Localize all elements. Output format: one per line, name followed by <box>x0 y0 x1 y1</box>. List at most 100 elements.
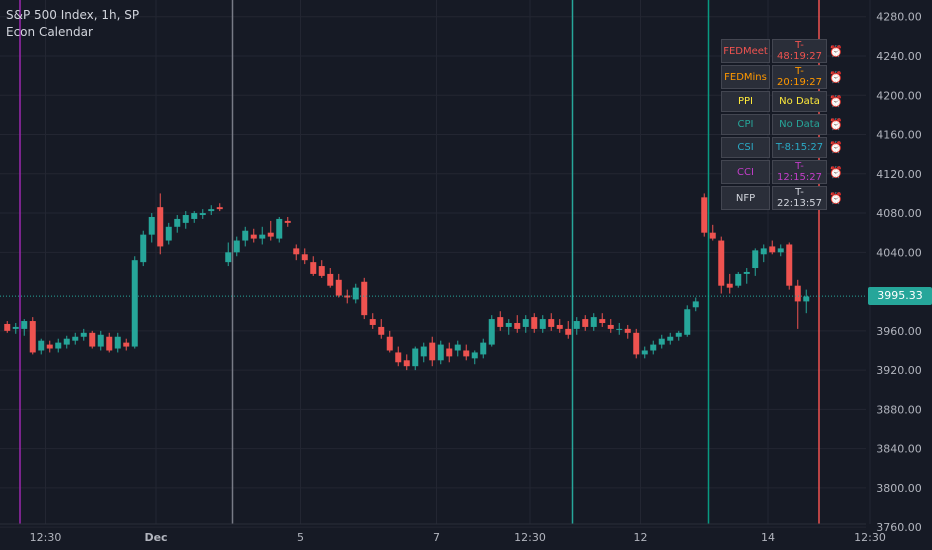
calendar-row-csi: CSI T-8:15:27 ⏰ <box>721 137 843 158</box>
candle-body <box>225 252 232 263</box>
event-countdown: T-22:13:57 <box>772 186 827 210</box>
candle-body <box>497 317 504 327</box>
candle-body <box>89 332 96 347</box>
candle-body <box>514 323 521 329</box>
candle-body <box>446 348 453 357</box>
price-axis[interactable]: 4280.00 4240.00 4200.00 4160.00 4120.00 4080.… <box>876 11 922 534</box>
candle-body <box>191 213 198 219</box>
candle-body <box>344 295 351 298</box>
candle-body <box>692 301 699 308</box>
candle-body <box>743 271 750 274</box>
candle-body <box>276 218 283 239</box>
candle-body <box>395 352 402 363</box>
candle-body <box>794 285 801 302</box>
candle-body <box>573 321 580 329</box>
x-tick-label: 14 <box>761 531 775 544</box>
candle-body <box>412 348 419 367</box>
candle-body <box>106 336 113 351</box>
candle-body <box>38 340 45 351</box>
candle-body <box>131 260 138 347</box>
event-countdown: T-48:19:27 <box>772 39 827 63</box>
candle-body <box>531 317 538 329</box>
calendar-row-fedmeet: FEDMeet T-48:19:27 ⏰ <box>721 39 843 63</box>
y-tick-label: 3760.00 <box>876 521 922 534</box>
candle-body <box>735 273 742 286</box>
candle-body <box>403 360 410 367</box>
candle-body <box>582 319 589 327</box>
event-lines <box>19 0 820 524</box>
x-tick-label: Dec <box>144 531 167 544</box>
x-tick-label: 12:30 <box>30 531 62 544</box>
candle-body <box>29 321 36 353</box>
alarm-clock-icon: ⏰ <box>829 118 843 131</box>
candle-body <box>709 232 716 239</box>
x-tick-label: 12:30 <box>854 531 886 544</box>
candle-body <box>718 240 725 286</box>
candle-body <box>777 248 784 253</box>
candle-body <box>97 334 104 347</box>
candle-body <box>46 344 53 349</box>
y-tick-label: 4240.00 <box>876 50 922 63</box>
candle-body <box>55 342 62 349</box>
candle-body <box>599 319 606 323</box>
y-tick-label: 3880.00 <box>876 403 922 416</box>
candle-body <box>361 281 368 316</box>
candle-body <box>72 336 79 341</box>
x-tick-label: 7 <box>433 531 440 544</box>
y-tick-label: 4280.00 <box>876 11 922 24</box>
candle-body <box>233 240 240 253</box>
candle-body <box>726 283 733 288</box>
event-countdown: T-12:15:27 <box>772 160 827 184</box>
candle-body <box>769 246 776 253</box>
y-tick-label: 3800.00 <box>876 482 922 495</box>
candle-body <box>242 230 249 241</box>
candle-body <box>114 336 121 349</box>
candle-body <box>429 342 436 361</box>
event-countdown: T-20:19:27 <box>772 65 827 89</box>
candle-body <box>335 279 342 296</box>
candle-body <box>123 342 130 347</box>
econ-calendar-table: FEDMeet T-48:19:27 ⏰ FEDMins T-20:19:27 ⏰ PPI N… <box>719 37 845 212</box>
alarm-clock-icon: ⏰ <box>829 141 843 154</box>
candle-body <box>641 350 648 355</box>
candle-body <box>539 319 546 329</box>
x-tick-label: 5 <box>297 531 304 544</box>
candle-body <box>267 232 274 237</box>
x-tick-label: 12 <box>634 531 648 544</box>
y-tick-label: 4200.00 <box>876 89 922 102</box>
candle-body <box>675 332 682 337</box>
last-price-badge: 3995.33 <box>868 287 932 306</box>
candle-body <box>157 207 164 247</box>
time-axis[interactable]: 12:30 Dec 5 7 12:30 12 14 12:30 <box>0 523 886 544</box>
candle-body <box>463 350 470 357</box>
candle-body <box>701 197 708 233</box>
grid-lines <box>0 0 871 528</box>
event-name: CPI <box>721 114 770 135</box>
calendar-row-fedmins: FEDMins T-20:19:27 ⏰ <box>721 65 843 89</box>
y-tick-label: 4120.00 <box>876 168 922 181</box>
candle-body <box>301 254 308 261</box>
candle-body <box>760 248 767 255</box>
calendar-row-nfp: NFP T-22:13:57 ⏰ <box>721 186 843 210</box>
candle-body <box>386 336 393 351</box>
candle-body <box>607 324 614 329</box>
candle-body <box>284 220 291 223</box>
candle-body <box>505 323 512 327</box>
candle-body <box>352 287 359 300</box>
candle-body <box>658 338 665 345</box>
candle-body <box>165 226 172 241</box>
calendar-row-cpi: CPI No Data ⏰ <box>721 114 843 135</box>
alarm-clock-icon: ⏰ <box>829 165 843 179</box>
candle-body <box>471 352 478 359</box>
candle-body <box>488 319 495 345</box>
candle-body <box>199 213 206 216</box>
indicator-label[interactable]: Econ Calendar <box>6 25 93 39</box>
candle-body <box>684 309 691 335</box>
candle-body <box>752 250 759 269</box>
candle-body <box>174 218 181 227</box>
calendar-row-ppi: PPI No Data ⏰ <box>721 91 843 112</box>
candle-body <box>140 234 147 263</box>
candle-body <box>216 207 223 210</box>
candle-body <box>208 209 215 212</box>
